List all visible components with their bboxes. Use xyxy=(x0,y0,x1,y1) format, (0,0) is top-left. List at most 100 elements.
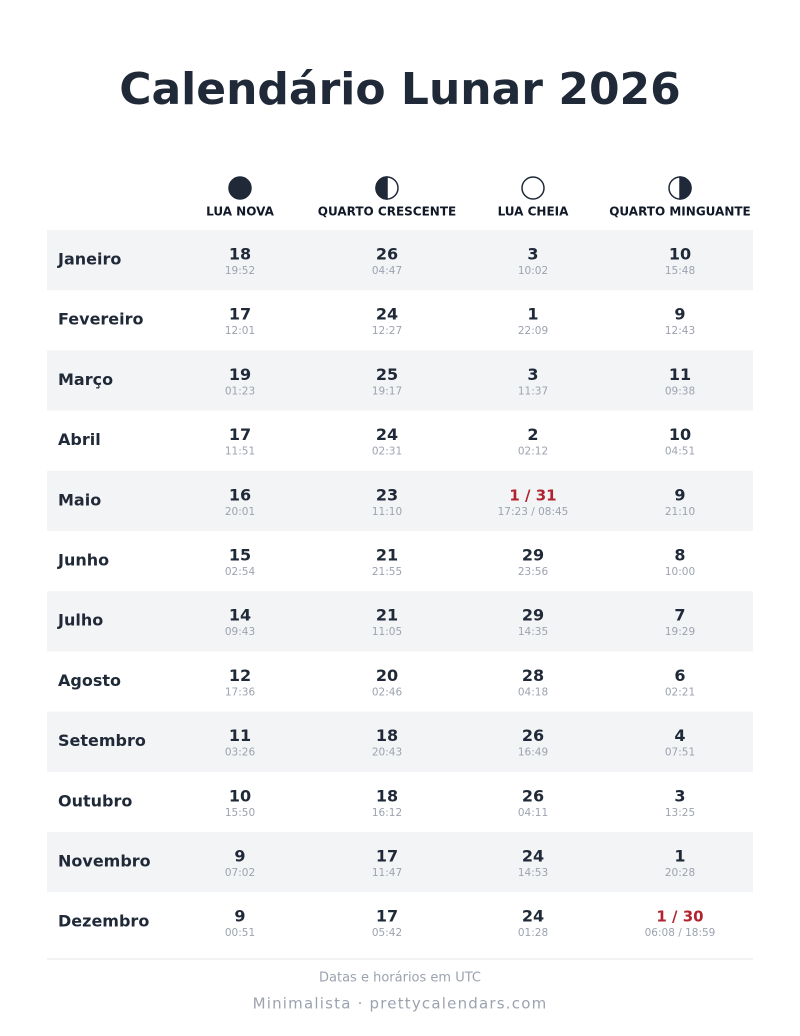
phase-time: 23:56 xyxy=(518,566,549,578)
phase-day: 1 / 31 xyxy=(509,486,556,504)
month-label: Setembro xyxy=(58,731,146,750)
phase-time: 07:51 xyxy=(665,747,695,759)
phase-day: 10 xyxy=(669,425,691,444)
phase-day: 3 xyxy=(527,245,538,264)
phase-day: 18 xyxy=(376,786,398,805)
phase-time: 20:43 xyxy=(372,747,402,759)
phase-day: 29 xyxy=(522,546,544,565)
month-label: Julho xyxy=(57,611,103,630)
phase-day: 17 xyxy=(229,425,251,444)
phase-time: 20:01 xyxy=(225,506,255,518)
phase-time: 11:05 xyxy=(372,626,402,638)
phase-day: 17 xyxy=(376,847,398,866)
phase-time: 11:47 xyxy=(372,867,402,879)
phase-time: 13:25 xyxy=(665,807,695,819)
row-background xyxy=(47,470,753,531)
phase-time: 07:02 xyxy=(225,867,255,879)
phase-time: 09:43 xyxy=(225,626,255,638)
phase-day: 21 xyxy=(376,606,398,625)
month-label: Agosto xyxy=(58,671,121,690)
phase-day: 25 xyxy=(376,365,398,384)
phase-day: 19 xyxy=(229,365,251,384)
phase-time: 12:01 xyxy=(225,325,255,337)
phase-day: 20 xyxy=(376,666,398,685)
phase-time: 03:26 xyxy=(225,747,256,759)
phase-time: 04:51 xyxy=(665,446,695,458)
phase-day: 7 xyxy=(674,606,685,625)
phase-day: 8 xyxy=(674,546,685,565)
phase-day: 18 xyxy=(229,245,251,264)
phase-time: 10:02 xyxy=(518,265,548,277)
phase-time: 17:36 xyxy=(225,686,256,698)
phase-day: 17 xyxy=(376,907,398,926)
month-label: Maio xyxy=(58,490,101,509)
phase-day: 23 xyxy=(376,485,398,504)
phase-day: 2 xyxy=(527,425,538,444)
phase-day: 11 xyxy=(229,726,251,745)
phase-time: 10:00 xyxy=(665,566,695,578)
column-header: QUARTO CRESCENTE xyxy=(318,205,456,219)
month-label: Março xyxy=(58,370,113,389)
phase-time: 11:51 xyxy=(225,446,255,458)
phase-day: 26 xyxy=(376,245,398,264)
phase-time: 02:31 xyxy=(372,446,402,458)
phase-day: 6 xyxy=(674,666,685,685)
phase-time: 15:50 xyxy=(225,807,255,819)
column-header: LUA CHEIA xyxy=(498,205,570,219)
phase-day: 24 xyxy=(376,305,398,324)
row-background xyxy=(47,230,753,291)
phase-day: 24 xyxy=(522,847,544,866)
row-background xyxy=(47,832,753,893)
phase-time: 09:38 xyxy=(665,385,695,397)
phase-time: 00:51 xyxy=(225,927,255,939)
row-background xyxy=(47,591,753,652)
phase-time: 02:54 xyxy=(225,566,256,578)
phase-day: 21 xyxy=(376,546,398,565)
phase-time: 21:10 xyxy=(665,506,695,518)
phase-day: 18 xyxy=(376,726,398,745)
footer-credit: Minimalista · prettycalendars.com xyxy=(253,995,548,1013)
phase-day: 17 xyxy=(229,305,251,324)
column-header: LUA NOVA xyxy=(206,205,274,219)
phase-day: 16 xyxy=(229,485,251,504)
phase-time: 01:23 xyxy=(225,385,255,397)
phase-day: 14 xyxy=(229,606,251,625)
row-background xyxy=(47,350,753,411)
month-label: Novembro xyxy=(58,852,151,871)
phase-day: 28 xyxy=(522,666,544,685)
phase-day: 26 xyxy=(522,726,544,745)
phase-day: 4 xyxy=(674,726,685,745)
phase-time: 05:42 xyxy=(372,927,402,939)
phase-time: 14:35 xyxy=(518,626,548,638)
phase-day: 9 xyxy=(234,847,245,866)
footer-note: Datas e horários em UTC xyxy=(319,971,481,986)
phase-time: 12:43 xyxy=(665,325,695,337)
phase-time: 14:53 xyxy=(518,867,548,879)
month-label: Junho xyxy=(57,551,109,570)
phase-day: 1 / 30 xyxy=(656,908,703,926)
phase-day: 9 xyxy=(674,485,685,504)
phase-time: 04:47 xyxy=(372,265,402,277)
phase-time: 19:29 xyxy=(665,626,695,638)
phase-time: 01:28 xyxy=(518,927,548,939)
icon-new-moon xyxy=(228,176,252,200)
phase-time: 04:18 xyxy=(518,686,548,698)
phase-day: 24 xyxy=(376,425,398,444)
phase-time: 02:12 xyxy=(518,446,548,458)
icon-last-quarter-fill xyxy=(679,176,692,200)
phase-time: 11:10 xyxy=(372,506,402,518)
phase-day: 10 xyxy=(669,245,691,264)
phase-time: 04:11 xyxy=(518,807,548,819)
phase-time: 11:37 xyxy=(518,385,548,397)
phase-day: 24 xyxy=(522,907,544,926)
phase-day: 1 xyxy=(674,847,685,866)
phase-time: 21:55 xyxy=(372,566,402,578)
phase-day: 9 xyxy=(234,907,245,926)
row-background xyxy=(47,711,753,772)
phase-time: 02:46 xyxy=(372,686,403,698)
month-label: Janeiro xyxy=(57,250,121,269)
icon-first-quarter-fill xyxy=(375,176,388,200)
phase-day: 9 xyxy=(674,305,685,324)
phase-time: 22:09 xyxy=(518,325,548,337)
phase-day: 15 xyxy=(229,546,251,565)
